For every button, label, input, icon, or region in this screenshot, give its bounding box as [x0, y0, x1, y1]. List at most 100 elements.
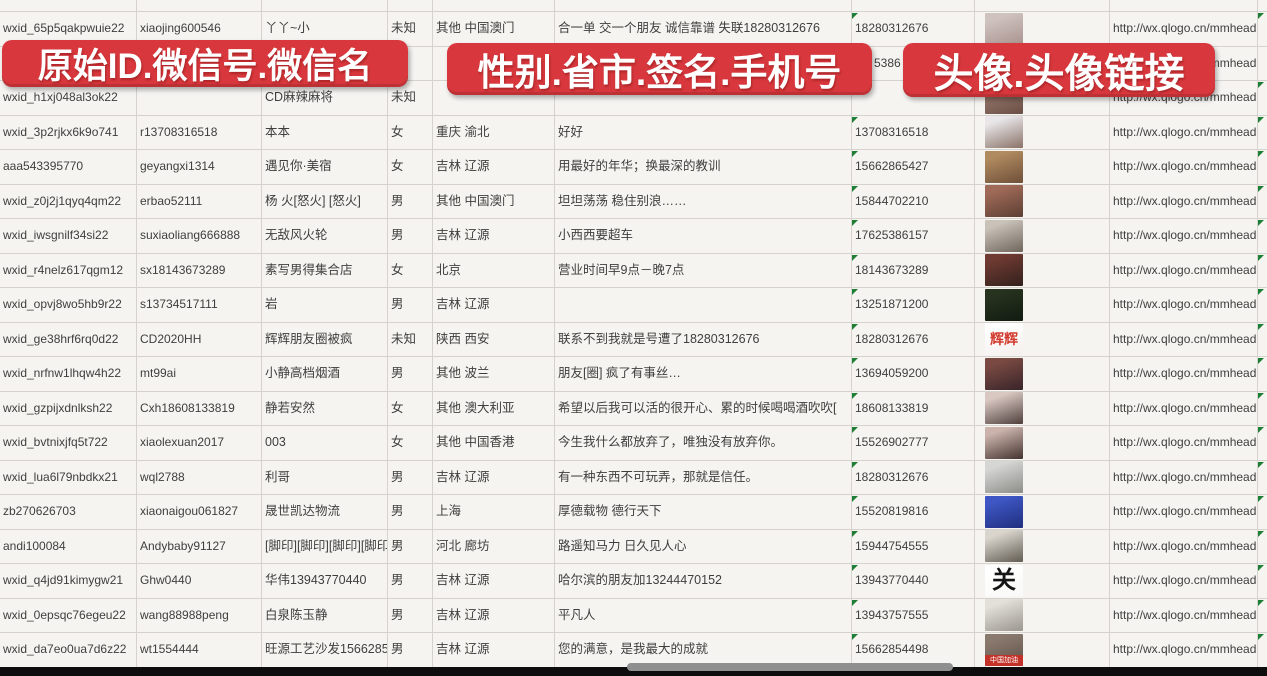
cell-province[interactable]: 重庆 渝北	[433, 115, 555, 150]
cell-signature[interactable]: 用最好的年华；换最深的教训	[555, 150, 852, 185]
cell-avatar[interactable]	[975, 426, 1110, 461]
cell-wxid[interactable]: wxid_h1xj048al3ok22	[0, 81, 137, 116]
cell-wxid[interactable]: wxid_ge38hrf6rq0d22	[0, 322, 137, 357]
cell-edge[interactable]	[1258, 357, 1267, 392]
cell-phone[interactable]: 15662865427	[852, 150, 975, 185]
cell-signature[interactable]: 平凡人	[555, 598, 852, 633]
cell-edge[interactable]	[1258, 461, 1267, 495]
scrubber-pill[interactable]	[627, 663, 953, 671]
cell-wxid[interactable]	[0, 0, 137, 12]
cell-edge[interactable]	[1258, 254, 1267, 288]
cell-wxid[interactable]: wxid_r4nelz617qgm12	[0, 253, 137, 288]
cell-phone[interactable]: 15526902777	[852, 426, 975, 461]
cell-province[interactable]: 吉林 辽源	[433, 460, 555, 495]
cell-edge[interactable]	[1258, 564, 1267, 599]
cell-wxid[interactable]: wxid_q4jd91kimygw21	[0, 564, 137, 599]
cell-wechat-name[interactable]: 静若安然	[262, 391, 388, 426]
cell-edge[interactable]	[1258, 633, 1267, 668]
cell-province[interactable]	[433, 81, 555, 116]
cell-province[interactable]: 吉林 辽源	[433, 564, 555, 599]
cell-signature[interactable]: 哈尔滨的朋友加13244470152	[555, 564, 852, 599]
cell-gender[interactable]: 男	[388, 357, 433, 392]
cell-gender[interactable]: 女	[388, 391, 433, 426]
cell-phone[interactable]: 15944754555	[852, 529, 975, 564]
cell-signature[interactable]: 好好	[555, 115, 852, 150]
cell-link[interactable]	[1110, 0, 1258, 12]
cell-wechat-id[interactable]: xiaonaigou061827	[137, 495, 262, 530]
cell-wechat-id[interactable]: CD2020HH	[137, 322, 262, 357]
cell-avatar-link[interactable]: http://wx.qlogo.cn/mmhead	[1110, 322, 1258, 357]
cell-avatar[interactable]: 中国加油	[975, 633, 1110, 668]
cell-avatar[interactable]	[975, 253, 1110, 288]
cell-phone[interactable]: 13943757555	[852, 598, 975, 633]
cell-wechat-name[interactable]: 华伟13943770440	[262, 564, 388, 599]
cell-wxid[interactable]: zb270626703	[0, 495, 137, 530]
cell-wxid[interactable]: wxid_0epsqc76egeu22	[0, 598, 137, 633]
cell-wechat-id[interactable]: sx18143673289	[137, 253, 262, 288]
cell-wechat-name[interactable]: [脚印][脚印][脚印][脚印	[262, 529, 388, 564]
cell-wechat-name[interactable]: 旺源工艺沙发15662854	[262, 633, 388, 668]
cell-avatar-link[interactable]: http://wx.qlogo.cn/mmhead	[1110, 150, 1258, 185]
cell-wxid[interactable]: aaa543395770	[0, 150, 137, 185]
cell-gender[interactable]	[388, 0, 433, 12]
cell-wechat-name[interactable]: 小静高档烟酒	[262, 357, 388, 392]
cell-gender[interactable]: 男	[388, 184, 433, 219]
cell-phone[interactable]: 13943770440	[852, 564, 975, 599]
cell-wechat-id[interactable]: geyangxi1314	[137, 150, 262, 185]
cell-province[interactable]: 河北 廊坊	[433, 529, 555, 564]
cell-avatar-link[interactable]: http://wx.qlogo.cn/mmhead	[1110, 184, 1258, 219]
cell-gender[interactable]: 男	[388, 495, 433, 530]
cell-gender[interactable]: 男	[388, 564, 433, 599]
cell-wechat-id[interactable]: wt1554444	[137, 633, 262, 668]
cell-edge[interactable]	[1258, 12, 1267, 47]
cell-phone[interactable]: 13251871200	[852, 288, 975, 323]
cell-sig[interactable]	[555, 0, 852, 12]
cell-signature[interactable]	[555, 288, 852, 323]
cell-edge[interactable]	[1258, 599, 1267, 633]
cell-avatar[interactable]	[975, 150, 1110, 185]
cell-wechat-name[interactable]: 遇见你·美宿	[262, 150, 388, 185]
cell-signature[interactable]	[555, 81, 852, 116]
cell-gender[interactable]: 男	[388, 288, 433, 323]
cell-wechat-id[interactable]: Andybaby91127	[137, 529, 262, 564]
cell-avatar[interactable]	[975, 391, 1110, 426]
cell-phone[interactable]: 17625386157	[852, 219, 975, 254]
cell-wxid[interactable]: andi100084	[0, 529, 137, 564]
cell-phone[interactable]: 18280312676	[852, 322, 975, 357]
cell-wxid[interactable]: wxid_3p2rjkx6k9o741	[0, 115, 137, 150]
cell-name[interactable]	[262, 0, 388, 12]
cell-avatar-link[interactable]: http://wx.qlogo.cn/mmhead	[1110, 529, 1258, 564]
cell-wechat-id[interactable]: mt99ai	[137, 357, 262, 392]
cell-province[interactable]: 北京	[433, 253, 555, 288]
cell-wxid[interactable]: wxid_z0j2j1qyq4qm22	[0, 184, 137, 219]
cell-edge[interactable]	[1258, 392, 1267, 426]
cell-avatar[interactable]	[975, 184, 1110, 219]
cell-signature[interactable]: 厚德载物 德行天下	[555, 495, 852, 530]
cell-avatar-link[interactable]: http://wx.qlogo.cn/mmhead	[1110, 357, 1258, 392]
cell-avatar[interactable]	[975, 460, 1110, 495]
cell-edge[interactable]	[1258, 185, 1267, 219]
cell-signature[interactable]: 希望以后我可以活的很开心、累的时候喝喝酒吹吹[	[555, 391, 852, 426]
cell-avatar[interactable]	[975, 357, 1110, 392]
cell-signature[interactable]: 路遥知马力 日久见人心	[555, 529, 852, 564]
cell-gender[interactable]: 男	[388, 460, 433, 495]
cell-edge[interactable]	[1258, 150, 1267, 185]
cell-signature[interactable]: 营业时间早9点－晚7点	[555, 253, 852, 288]
cell-avatar-link[interactable]: http://wx.qlogo.cn/mmhead	[1110, 564, 1258, 599]
cell-edge[interactable]	[1258, 47, 1267, 81]
cell-wechat-name[interactable]: 岩	[262, 288, 388, 323]
cell-avatar-link[interactable]: http://wx.qlogo.cn/mmhead	[1110, 253, 1258, 288]
cell-edge[interactable]	[1258, 323, 1267, 357]
cell-province[interactable]: 其他 中国澳门	[433, 184, 555, 219]
cell-avatar[interactable]: 辉辉	[975, 322, 1110, 357]
cell-gender[interactable]: 男	[388, 598, 433, 633]
cell-signature[interactable]: 朋友[圈] 疯了有事丝…	[555, 357, 852, 392]
cell-wechat-name[interactable]: 利哥	[262, 460, 388, 495]
cell-province[interactable]: 吉林 辽源	[433, 288, 555, 323]
cell-wxid[interactable]: wxid_da7eo0ua7d6z22	[0, 633, 137, 668]
cell-avatar[interactable]	[975, 0, 1110, 12]
cell-wxid[interactable]: wxid_bvtnixjfq5t722	[0, 426, 137, 461]
cell-gender[interactable]: 女	[388, 115, 433, 150]
cell-wxid[interactable]: wxid_gzpijxdnlksh22	[0, 391, 137, 426]
cell-phone[interactable]: 15520819816	[852, 495, 975, 530]
